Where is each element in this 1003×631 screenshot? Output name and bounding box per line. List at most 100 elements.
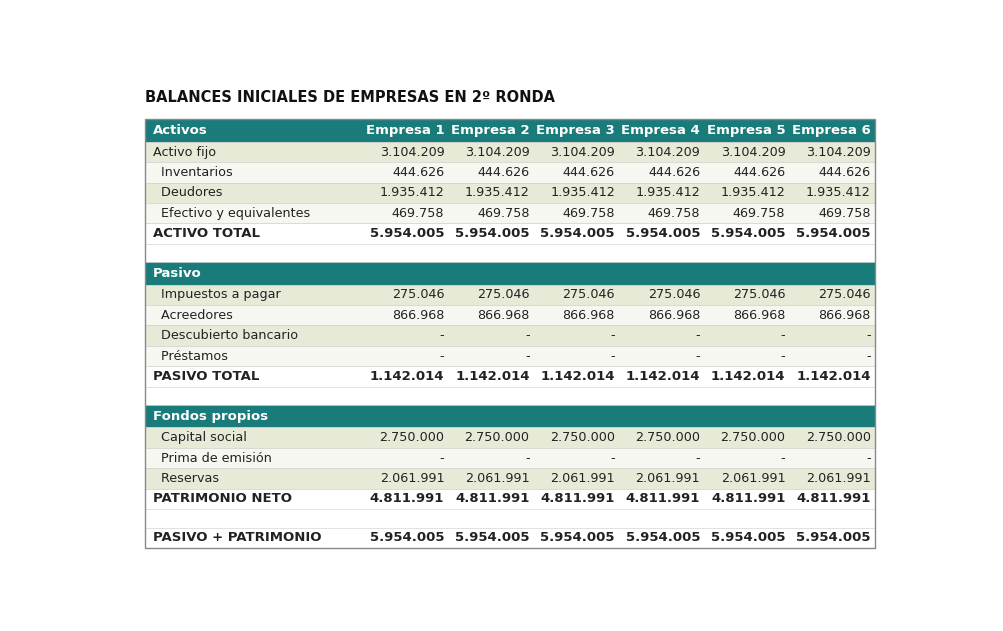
Text: 866.968: 866.968 xyxy=(562,309,614,322)
Bar xyxy=(144,366,875,387)
Text: Inventarios: Inventarios xyxy=(152,166,233,179)
Text: Efectivo y equivalentes: Efectivo y equivalentes xyxy=(152,207,310,220)
Bar xyxy=(144,427,875,448)
Bar xyxy=(144,468,875,489)
Text: -: - xyxy=(866,329,870,342)
Text: 3.104.209: 3.104.209 xyxy=(550,146,614,158)
Text: 5.954.005: 5.954.005 xyxy=(369,531,444,545)
Text: 275.046: 275.046 xyxy=(562,288,614,302)
Text: 469.758: 469.758 xyxy=(817,207,870,220)
Text: -: - xyxy=(695,350,699,363)
Text: 1.142.014: 1.142.014 xyxy=(454,370,529,383)
Text: PASIVO TOTAL: PASIVO TOTAL xyxy=(152,370,259,383)
Text: Activo fijo: Activo fijo xyxy=(152,146,216,158)
Text: -: - xyxy=(439,452,444,464)
Bar xyxy=(144,346,875,366)
Bar xyxy=(144,326,875,346)
Text: 2.061.991: 2.061.991 xyxy=(635,472,699,485)
Text: 4.811.991: 4.811.991 xyxy=(625,492,699,505)
Text: Empresa 3: Empresa 3 xyxy=(536,124,614,137)
Text: Descubierto bancario: Descubierto bancario xyxy=(152,329,298,342)
Text: -: - xyxy=(610,452,614,464)
Text: 1.935.412: 1.935.412 xyxy=(464,186,529,199)
Text: 3.104.209: 3.104.209 xyxy=(379,146,444,158)
Text: -: - xyxy=(866,350,870,363)
Bar xyxy=(144,448,875,468)
Text: 2.750.000: 2.750.000 xyxy=(720,431,784,444)
Text: Prima de emisión: Prima de emisión xyxy=(152,452,272,464)
Text: Reservas: Reservas xyxy=(152,472,219,485)
Text: 4.811.991: 4.811.991 xyxy=(369,492,444,505)
Text: 4.811.991: 4.811.991 xyxy=(710,492,784,505)
Text: 2.061.991: 2.061.991 xyxy=(379,472,444,485)
Text: 866.968: 866.968 xyxy=(476,309,529,322)
Text: Empresa 2: Empresa 2 xyxy=(450,124,529,137)
Text: 2.061.991: 2.061.991 xyxy=(464,472,529,485)
Bar xyxy=(144,119,875,142)
Text: 469.758: 469.758 xyxy=(391,207,444,220)
Bar xyxy=(144,203,875,223)
Text: 4.811.991: 4.811.991 xyxy=(795,492,870,505)
Text: 444.626: 444.626 xyxy=(392,166,444,179)
Text: 4.811.991: 4.811.991 xyxy=(540,492,614,505)
Text: 866.968: 866.968 xyxy=(391,309,444,322)
Text: 444.626: 444.626 xyxy=(732,166,784,179)
Text: Empresa 4: Empresa 4 xyxy=(621,124,699,137)
Text: Empresa 6: Empresa 6 xyxy=(791,124,870,137)
Text: 3.104.209: 3.104.209 xyxy=(464,146,529,158)
Text: Impuestos a pagar: Impuestos a pagar xyxy=(152,288,280,302)
Text: 1.935.412: 1.935.412 xyxy=(635,186,699,199)
Text: 444.626: 444.626 xyxy=(562,166,614,179)
Text: -: - xyxy=(866,452,870,464)
Text: -: - xyxy=(439,350,444,363)
Text: 5.954.005: 5.954.005 xyxy=(625,531,699,545)
Text: 5.954.005: 5.954.005 xyxy=(795,227,870,240)
Bar xyxy=(144,182,875,203)
Text: 469.758: 469.758 xyxy=(647,207,699,220)
Text: 5.954.005: 5.954.005 xyxy=(795,531,870,545)
Text: PATRIMONIO NETO: PATRIMONIO NETO xyxy=(152,492,292,505)
Text: Empresa 5: Empresa 5 xyxy=(706,124,784,137)
Text: 5.954.005: 5.954.005 xyxy=(454,227,529,240)
Bar xyxy=(144,489,875,509)
Text: 5.954.005: 5.954.005 xyxy=(540,227,614,240)
Text: ACTIVO TOTAL: ACTIVO TOTAL xyxy=(152,227,260,240)
Text: 1.142.014: 1.142.014 xyxy=(540,370,614,383)
Text: 275.046: 275.046 xyxy=(817,288,870,302)
Text: 444.626: 444.626 xyxy=(817,166,870,179)
Text: 866.968: 866.968 xyxy=(817,309,870,322)
Text: 444.626: 444.626 xyxy=(477,166,529,179)
Text: 275.046: 275.046 xyxy=(476,288,529,302)
Text: 2.750.000: 2.750.000 xyxy=(550,431,614,444)
Text: Pasivo: Pasivo xyxy=(152,267,202,280)
Text: 2.750.000: 2.750.000 xyxy=(635,431,699,444)
Text: 469.758: 469.758 xyxy=(732,207,784,220)
Text: 2.750.000: 2.750.000 xyxy=(804,431,870,444)
Text: 1.142.014: 1.142.014 xyxy=(625,370,699,383)
Text: 1.935.412: 1.935.412 xyxy=(379,186,444,199)
Text: Préstamos: Préstamos xyxy=(152,350,228,363)
Text: -: - xyxy=(439,329,444,342)
Text: -: - xyxy=(525,452,529,464)
Text: -: - xyxy=(525,329,529,342)
Text: -: - xyxy=(695,452,699,464)
Text: -: - xyxy=(610,329,614,342)
Text: 1.935.412: 1.935.412 xyxy=(550,186,614,199)
Bar xyxy=(144,305,875,326)
Text: 5.954.005: 5.954.005 xyxy=(454,531,529,545)
Text: Capital social: Capital social xyxy=(152,431,247,444)
Text: 469.758: 469.758 xyxy=(476,207,529,220)
Text: 1.142.014: 1.142.014 xyxy=(369,370,444,383)
Text: 1.142.014: 1.142.014 xyxy=(795,370,870,383)
Bar xyxy=(144,223,875,244)
Bar xyxy=(144,119,875,548)
Text: -: - xyxy=(695,329,699,342)
Text: 1.935.412: 1.935.412 xyxy=(805,186,870,199)
Text: 5.954.005: 5.954.005 xyxy=(369,227,444,240)
Bar xyxy=(144,405,875,427)
Text: 1.935.412: 1.935.412 xyxy=(720,186,784,199)
Text: 275.046: 275.046 xyxy=(732,288,784,302)
Text: Deudores: Deudores xyxy=(152,186,222,199)
Text: Fondos propios: Fondos propios xyxy=(152,410,268,423)
Bar xyxy=(144,162,875,182)
